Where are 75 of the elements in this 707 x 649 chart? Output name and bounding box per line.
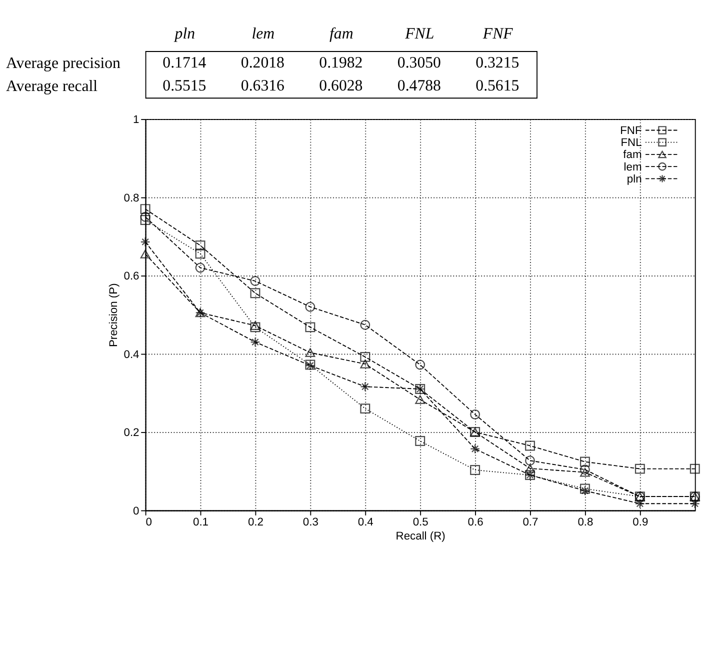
legend-label: lem [624,161,642,174]
point [305,348,316,358]
point [305,302,316,312]
legend-label: fam [623,149,642,162]
x-tick-label: 0.2 [248,516,264,529]
point [690,464,700,474]
point [580,456,590,467]
text: 0.2018 [240,54,285,72]
point [470,409,480,420]
x-tick-label: 0.9 [632,516,648,529]
point [360,360,370,368]
point [140,204,150,214]
point [250,276,260,286]
legend-label: pln [626,173,642,186]
point [415,360,426,370]
category-label: pln [174,25,196,42]
point [360,382,370,392]
point [195,240,206,250]
point [305,322,316,332]
x-tick-label: 0.3 [302,516,318,529]
text: 0.3050 [397,54,442,72]
category-label: FNL [404,25,434,42]
legend-label: FNF [620,124,642,137]
point [690,498,700,509]
point [634,464,645,474]
text: 0.4788 [397,78,442,95]
text: 0.3215 [476,54,520,72]
point [195,248,206,259]
text: 0.1982 [319,54,363,72]
x-tick-label: 0.8 [578,516,594,529]
x-tick-label: 0.7 [522,516,538,529]
x-tick-label: 0.6 [468,516,484,529]
point [580,464,590,475]
point [140,250,150,258]
point [415,436,426,446]
point [470,465,480,475]
x-tick-label: 0 [146,516,152,529]
legend-label: FNL [620,137,642,150]
y-tick-label: 1 [133,114,140,126]
point [470,444,480,454]
point [360,352,370,362]
y-tick-label: 0.6 [124,270,140,283]
x-tick-label: 0.1 [192,516,208,529]
text: 0.6028 [319,78,363,95]
point [250,288,260,298]
point [360,404,370,414]
point [250,337,260,348]
y-tick-label: 0.8 [124,192,140,204]
point [525,456,535,466]
category-label: FNF [482,25,514,42]
point [140,236,150,247]
category-label: lem [252,25,275,42]
point [634,498,645,509]
text: 0.6316 [240,78,285,95]
point [360,320,370,330]
y-tick-label: 0.2 [124,427,140,440]
category-label: fam [330,25,354,42]
x-tick-label: 0.5 [412,516,428,529]
point [415,395,426,404]
text: 0.1714 [162,54,206,72]
text: 0.5515 [162,78,206,95]
point [140,215,150,225]
y-axis-title: Precision (P) [108,282,120,348]
x-tick-label: 0.4 [358,516,374,529]
y-tick-label: 0 [133,505,140,518]
category-label: Average precision [6,54,120,72]
point [195,262,206,273]
point [525,440,535,451]
point [525,464,535,473]
point [140,212,150,222]
point [580,468,590,477]
category-label: Average recall [6,78,98,96]
x-axis-title: Recall (R) [396,530,446,543]
y-tick-label: 0.4 [124,348,140,361]
text: 0.5615 [476,78,520,95]
